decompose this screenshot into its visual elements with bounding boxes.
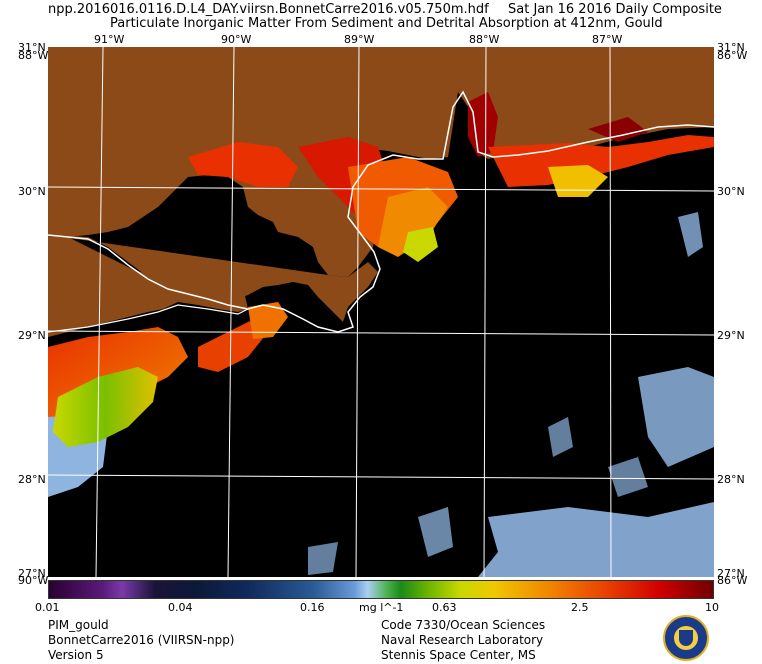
product-code: PIM_gould — [48, 618, 109, 632]
lon-label-top: 91°W — [94, 33, 125, 46]
lat-label-left: 28°N — [18, 473, 46, 486]
map-canvas — [48, 47, 714, 577]
version: Version 5 — [48, 648, 104, 662]
corner-lat-label: 31°N — [717, 41, 745, 54]
colorbar-tick: 0.63 — [432, 601, 457, 614]
corner-lon-label: 88°W — [18, 49, 49, 62]
colorbar-tick: 0.01 — [35, 601, 60, 614]
satellite-map — [48, 47, 714, 577]
org-location: Stennis Space Center, MS — [381, 648, 536, 662]
nrl-seal-icon — [663, 615, 709, 661]
lat-label-right: 28°N — [717, 473, 745, 486]
coastline — [48, 304, 249, 333]
lon-label-top: 87°W — [592, 33, 623, 46]
colorbar-units: mg l^-1 — [359, 601, 404, 614]
colorbar-tick: 10 — [705, 601, 719, 614]
org-name: Naval Research Laboratory — [381, 633, 544, 647]
lon-label-top: 88°W — [469, 33, 500, 46]
land-mass — [48, 47, 714, 277]
coastline — [48, 90, 714, 333]
corner-lon-label: 86°W — [717, 574, 748, 587]
lat-label-left: 29°N — [18, 329, 46, 342]
corner-lat-label: 27°N — [18, 567, 46, 580]
colorbar-tick: 0.04 — [168, 601, 193, 614]
lon-label-top: 90°W — [221, 33, 252, 46]
composite-date: Sat Jan 16 2016 Daily Composite — [508, 2, 722, 17]
graticule — [48, 47, 714, 577]
file-name: npp.2016016.0116.D.L4_DAY.viirsn.BonnetC… — [48, 2, 489, 17]
colorbar-tick: 2.5 — [571, 601, 589, 614]
corner-lat-label: 31°N — [18, 41, 46, 54]
sediment-plume — [48, 92, 714, 447]
lat-label-left: 30°N — [18, 185, 46, 198]
colorbar-tick: 0.16 — [300, 601, 325, 614]
lon-label-top: 89°W — [344, 33, 375, 46]
land-mass — [48, 227, 248, 337]
corner-lat-label: 27°N — [717, 567, 745, 580]
lat-label-right: 29°N — [717, 329, 745, 342]
corner-lon-label: 90°W — [18, 574, 49, 587]
corner-lon-label: 86°W — [717, 49, 748, 62]
color-scale-bar — [48, 580, 714, 599]
region-sensor: BonnetCarre2016 (VIIRSN-npp) — [48, 633, 235, 647]
lat-label-right: 30°N — [717, 185, 745, 198]
org-code: Code 7330/Ocean Sciences — [381, 618, 546, 632]
product-title: Particulate Inorganic Matter From Sedime… — [110, 16, 663, 31]
